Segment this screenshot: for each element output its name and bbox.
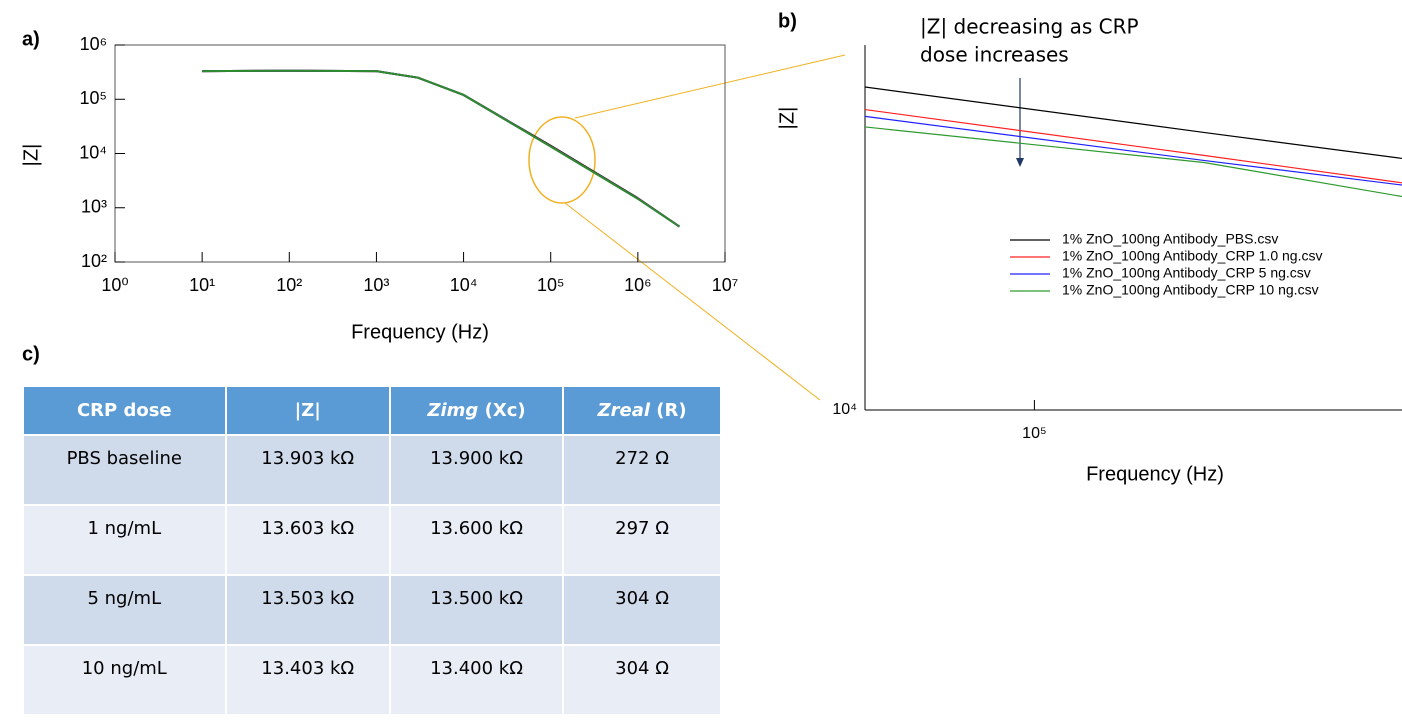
- x-tick-label: 10⁰: [101, 275, 128, 295]
- table-cell: 10 ng/mL: [22, 644, 227, 716]
- panel-label: a): [22, 28, 40, 50]
- x-tick-label: 10⁶: [624, 275, 651, 295]
- header-text: |Z|: [294, 400, 321, 421]
- x-tick-label: 10⁵: [1022, 425, 1046, 442]
- x-tick-label: 10⁷: [712, 275, 739, 295]
- table-row: PBS baseline 13.903 kΩ 13.900 kΩ 272 Ω: [22, 434, 722, 506]
- x-tick-label: 10¹: [189, 275, 215, 295]
- legend-label: 1% ZnO_100ng Antibody_CRP 10 ng.csv: [1062, 282, 1319, 298]
- table-row: 1 ng/mL 13.603 kΩ 13.600 kΩ 297 Ω: [22, 504, 722, 576]
- y-tick-label: 10⁴: [79, 142, 107, 162]
- table-cell: 13.400 kΩ: [388, 644, 565, 716]
- y-tick-label: 10³: [81, 197, 107, 217]
- x-tick-label: 10⁴: [450, 275, 478, 295]
- header-text: Zimg: [427, 400, 479, 421]
- x-tick-label: 10²: [276, 275, 302, 295]
- data-line: [864, 86, 1402, 160]
- table-cell: 13.903 kΩ: [224, 434, 391, 506]
- x-axis-label: Frequency (Hz): [351, 321, 489, 343]
- table-cell: 13.500 kΩ: [388, 574, 565, 646]
- legend-label: 1% ZnO_100ng Antibody_CRP 1.0 ng.csv: [1062, 248, 1322, 264]
- results-table: CRP dose |Z| Zimg (Xc) Zreal (R) PBS baselin…: [22, 385, 722, 716]
- data-line: [202, 69, 680, 228]
- data-line: [202, 69, 680, 228]
- x-tick-label: 10³: [363, 275, 389, 295]
- y-tick-label: 10²: [81, 251, 107, 271]
- table-cell: 304 Ω: [562, 574, 722, 646]
- table-cell: 1 ng/mL: [22, 504, 227, 576]
- table-cell: 13.600 kΩ: [388, 504, 565, 576]
- y-axis-label: |Z|: [776, 107, 798, 130]
- table-cell: PBS baseline: [22, 434, 227, 506]
- data-line: [864, 108, 1402, 184]
- zoom-ellipse: [528, 116, 596, 204]
- header-cell: Zimg (Xc): [388, 385, 565, 436]
- annotation-arrow-head: [1016, 158, 1024, 167]
- data-line: [202, 69, 680, 228]
- table-row: 5 ng/mL 13.503 kΩ 13.500 kΩ 304 Ω: [22, 574, 722, 646]
- header-text: (R): [650, 400, 687, 421]
- header-cell: Zreal (R): [562, 385, 722, 436]
- legend-label: 1% ZnO_100ng Antibody_PBS.csv: [1062, 231, 1278, 247]
- panel-label: c): [22, 343, 40, 365]
- table-cell: 297 Ω: [562, 504, 722, 576]
- y-tick-label: 10⁶: [80, 34, 107, 54]
- zoom-connector: [574, 54, 846, 119]
- legend-label: 1% ZnO_100ng Antibody_CRP 5 ng.csv: [1062, 265, 1311, 281]
- header-text: CRP dose: [76, 400, 172, 421]
- table-cell: 13.900 kΩ: [388, 434, 565, 506]
- annotation: |Z| decreasing as CRP: [920, 15, 1139, 39]
- table-cell: 13.403 kΩ: [224, 644, 391, 716]
- table-cell: 5 ng/mL: [22, 574, 227, 646]
- table-cell: 13.503 kΩ: [224, 574, 391, 646]
- x-tick-label: 10⁵: [537, 275, 564, 295]
- table-cell: 13.603 kΩ: [224, 504, 391, 576]
- table-cell: 272 Ω: [562, 434, 722, 506]
- y-axis-label: |Z|: [20, 144, 42, 167]
- panel-label: b): [778, 10, 797, 32]
- header-text: (Xc): [478, 400, 526, 421]
- table-cell: 304 Ω: [562, 644, 722, 716]
- header-text: Zreal: [597, 400, 651, 421]
- header-cell: CRP dose: [22, 385, 227, 436]
- y-tick-label: 10⁵: [80, 88, 107, 108]
- data-line: [864, 126, 1402, 198]
- x-axis-label: Frequency (Hz): [1086, 463, 1224, 485]
- zoom-connector: [564, 202, 821, 401]
- table-row: 10 ng/mL 13.403 kΩ 13.400 kΩ 304 Ω: [22, 644, 722, 716]
- y-tick-label: 10⁴: [832, 401, 857, 418]
- data-line: [202, 69, 680, 228]
- data-line: [864, 115, 1402, 186]
- annotation: dose increases: [920, 43, 1069, 67]
- header-cell: |Z|: [224, 385, 391, 436]
